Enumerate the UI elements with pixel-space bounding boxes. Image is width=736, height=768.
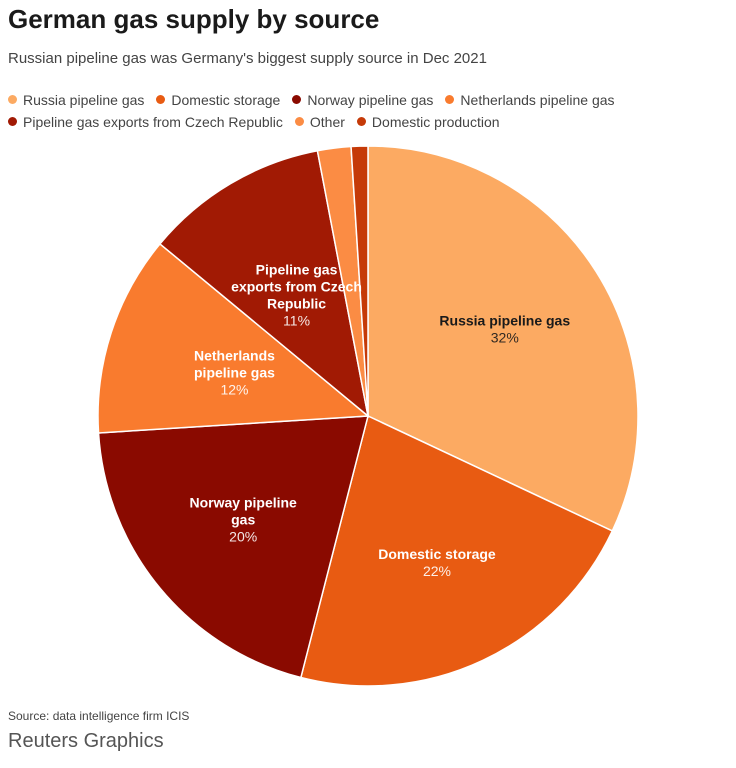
legend-item-pipeline-gas-exports-from-czech-republic: Pipeline gas exports from Czech Republic xyxy=(8,111,283,133)
legend-swatch xyxy=(445,95,455,104)
slice-value-domestic-storage: 22% xyxy=(423,563,451,579)
source-note: Source: data intelligence firm ICIS xyxy=(8,709,190,723)
legend-swatch xyxy=(356,117,366,126)
legend-swatch xyxy=(8,95,17,104)
legend-label: Other xyxy=(309,114,345,130)
slice-label-pipeline-gas-exports-from-czech-republic: exports from Czech xyxy=(231,279,362,295)
legend-label: Russia pipeline gas xyxy=(23,92,145,108)
slice-value-netherlands-pipeline-gas: 12% xyxy=(220,382,248,398)
slice-value-norway-pipeline-gas: 20% xyxy=(229,528,257,544)
chart-title: German gas supply by source xyxy=(8,4,380,34)
pie-slice-domestic-storage xyxy=(299,414,614,687)
pie-slice-pipeline-gas-exports-from-czech-republic xyxy=(158,149,370,418)
legend-item-netherlands-pipeline-gas: Netherlands pipeline gas xyxy=(445,89,615,111)
legend-item-other: Other xyxy=(294,111,345,133)
slice-label-norway-pipeline-gas: Norway pipeline xyxy=(189,494,297,510)
legend-swatch xyxy=(156,95,166,104)
pie-slice-netherlands-pipeline-gas xyxy=(97,242,370,434)
legend-swatch xyxy=(292,95,302,104)
legend-item-norway-pipeline-gas: Norway pipeline gas xyxy=(292,89,433,111)
slice-label-russia-pipeline-gas: Russia pipeline gas xyxy=(439,313,570,329)
legend-label: Norway pipeline gas xyxy=(307,92,434,108)
chart-legend: Russia pipeline gas Domestic storage Norwa… xyxy=(8,89,728,133)
legend-label: Netherlands pipeline gas xyxy=(460,92,615,108)
pie-slice-domestic-production xyxy=(350,145,369,417)
legend-label: Domestic production xyxy=(371,114,500,130)
slice-label-netherlands-pipeline-gas: pipeline gas xyxy=(194,365,275,381)
slice-label-domestic-storage: Domestic storage xyxy=(378,546,496,562)
legend-item-domestic-production: Domestic production xyxy=(356,111,500,133)
slice-value-pipeline-gas-exports-from-czech-republic: 11% xyxy=(283,313,310,329)
legend-label: Domestic storage xyxy=(171,92,281,108)
slice-value-russia-pipeline-gas: 32% xyxy=(491,330,519,346)
chart-subtitle: Russian pipeline gas was Germany's bigge… xyxy=(8,50,487,67)
legend-swatch xyxy=(294,117,304,126)
pie-slice-norway-pipeline-gas xyxy=(97,415,369,679)
slice-label-norway-pipeline-gas: gas xyxy=(231,511,255,527)
pie-slice-russia-pipeline-gas xyxy=(367,145,639,532)
slice-label-netherlands-pipeline-gas: Netherlands xyxy=(194,348,275,364)
slice-label-pipeline-gas-exports-from-czech-republic: Republic xyxy=(267,296,326,312)
legend-label: Pipeline gas exports from Czech Republic xyxy=(23,114,283,130)
slice-label-pipeline-gas-exports-from-czech-republic: Pipeline gas xyxy=(256,262,338,278)
brand-credit: Reuters Graphics xyxy=(8,730,164,752)
legend-item-russia-pipeline-gas: Russia pipeline gas xyxy=(8,89,144,111)
legend-swatch xyxy=(8,117,17,126)
legend-item-domestic-storage: Domestic storage xyxy=(156,89,280,111)
